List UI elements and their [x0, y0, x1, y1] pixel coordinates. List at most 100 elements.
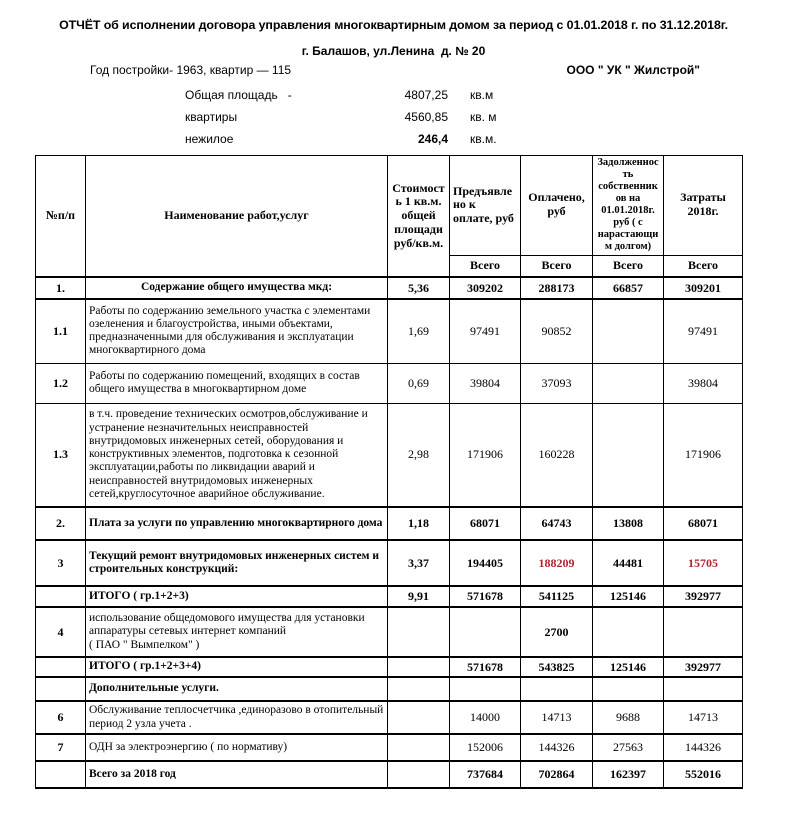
- area-unit: кв.м: [470, 88, 494, 102]
- col-header-paid: Оплачено, руб: [520, 155, 593, 256]
- row-number-cell: [35, 585, 86, 608]
- subheader-total-paid: Всего: [520, 254, 593, 278]
- row-cost-cell: [387, 700, 450, 735]
- row-name-cell: ОДН за электроэнергию ( по нормативу): [85, 733, 388, 762]
- col-header-num: №п/п: [35, 155, 86, 278]
- report-address: г. Балашов, ул.Ленина д. № 20: [301, 44, 486, 58]
- company-name: ООО " УК " Жилстрой": [566, 63, 700, 77]
- row-number-cell: [35, 760, 86, 789]
- row-name-cell: в т.ч. проведение технических осмотров,о…: [85, 402, 388, 508]
- row-spent-cell: 14713: [663, 700, 743, 735]
- report-title: ОТЧЁТ об исполнении договора управления …: [59, 18, 728, 32]
- subheader-total-spent: Всего: [663, 254, 743, 278]
- row-name-cell: Работы по содержанию земельного участка …: [85, 298, 388, 364]
- area-unit: кв.м.: [470, 132, 497, 146]
- subheader-total-debt: Всего: [592, 254, 664, 278]
- row-spent-cell: 171906: [663, 402, 743, 508]
- row-debt-cell: 27563: [592, 733, 664, 762]
- row-debt-cell: 66857: [592, 276, 664, 300]
- row-number-cell: 1.: [35, 276, 86, 300]
- row-cost-cell: [387, 656, 450, 678]
- table-row: 6 Обслуживание теплосчетчика ,единоразов…: [35, 700, 743, 735]
- row-spent-cell: 39804: [663, 362, 743, 404]
- row-paid-cell: 543825: [520, 656, 593, 678]
- row-paid-cell: 14713: [520, 700, 593, 735]
- row-billed-cell: 68071: [449, 506, 521, 541]
- row-name-cell: Дополнительные услуги.: [85, 676, 388, 702]
- row-paid-cell: 188209: [520, 539, 593, 587]
- row-number-cell: [35, 656, 86, 678]
- area-row-total: Общая площадь - 4807,25 кв.м: [0, 84, 787, 106]
- row-cost-cell: 1,69: [387, 298, 450, 364]
- row-billed-cell: 39804: [449, 362, 521, 404]
- row-debt-cell: 125146: [592, 656, 664, 678]
- row-spent-cell: 309201: [663, 276, 743, 300]
- area-label: нежилое: [185, 132, 234, 146]
- row-name-cell: ИТОГО ( гр.1+2+3): [85, 585, 388, 608]
- row-cost-cell: 5,36: [387, 276, 450, 300]
- row-debt-cell: [592, 606, 664, 658]
- table-row: 7 ОДН за электроэнергию ( по нормативу) …: [35, 733, 743, 762]
- row-name-cell: Обслуживание теплосчетчика ,единоразово …: [85, 700, 388, 735]
- row-billed-cell: 14000: [449, 700, 521, 735]
- row-cost-cell: 1,18: [387, 506, 450, 541]
- report-header: ОТЧЁТ об исполнении договора управления …: [0, 0, 787, 150]
- row-debt-cell: 44481: [592, 539, 664, 587]
- row-spent-cell: 552016: [663, 760, 743, 789]
- area-value: 4560,85: [404, 110, 448, 124]
- row-paid-cell: 288173: [520, 276, 593, 300]
- row-paid-cell: 64743: [520, 506, 593, 541]
- col-header-cost: Стоимость 1 кв.м. общей площади руб/кв.м…: [387, 155, 450, 278]
- area-value: 4807,25: [404, 88, 448, 102]
- table-row: 1. Содержание общего имущества мкд: 5,36…: [35, 276, 743, 300]
- row-name-cell: Всего за 2018 год: [85, 760, 388, 789]
- row-debt-cell: 13808: [592, 506, 664, 541]
- col-header-debt: Задолженность собственников на 01.01.201…: [592, 155, 664, 256]
- row-cost-cell: [387, 733, 450, 762]
- row-paid-cell: [520, 676, 593, 702]
- row-debt-cell: 9688: [592, 700, 664, 735]
- row-paid-cell: 37093: [520, 362, 593, 404]
- row-number-cell: 4: [35, 606, 86, 658]
- table-body: 1. Содержание общего имущества мкд: 5,36…: [35, 276, 743, 789]
- row-paid-cell: 541125: [520, 585, 593, 608]
- row-paid-cell: 160228: [520, 402, 593, 508]
- row-billed-cell: 194405: [449, 539, 521, 587]
- row-number-cell: 3: [35, 539, 86, 587]
- header-row-main: №п/п Наименование работ,услуг Стоимость …: [35, 155, 743, 278]
- row-spent-cell: [663, 676, 743, 702]
- row-paid-cell: 90852: [520, 298, 593, 364]
- row-cost-cell: [387, 676, 450, 702]
- row-cost-cell: [387, 760, 450, 789]
- table-row: ИТОГО ( гр.1+2+3+4) 571678 543825 125146…: [35, 656, 743, 678]
- row-billed-cell: 152006: [449, 733, 521, 762]
- row-paid-cell: 144326: [520, 733, 593, 762]
- row-number-cell: 1.3: [35, 402, 86, 508]
- table-row: 1.3 в т.ч. проведение технических осмотр…: [35, 402, 743, 508]
- row-cost-cell: 0,69: [387, 362, 450, 404]
- table-row: ИТОГО ( гр.1+2+3) 9,91 571678 541125 125…: [35, 585, 743, 608]
- row-number-cell: 6: [35, 700, 86, 735]
- row-number-cell: 7: [35, 733, 86, 762]
- area-row-flats: квартиры 4560,85 кв. м: [0, 106, 787, 128]
- row-billed-cell: 737684: [449, 760, 521, 789]
- table-row: 1.2 Работы по содержанию помещений, вход…: [35, 362, 743, 404]
- row-paid-cell: 2700: [520, 606, 593, 658]
- area-label: Общая площадь -: [185, 88, 292, 102]
- row-name-cell: ИТОГО ( гр.1+2+3+4): [85, 656, 388, 678]
- row-name-cell: использование общедомового имущества для…: [85, 606, 388, 658]
- row-cost-cell: 2,98: [387, 402, 450, 508]
- row-cost-cell: [387, 606, 450, 658]
- row-spent-cell: 144326: [663, 733, 743, 762]
- row-debt-cell: 125146: [592, 585, 664, 608]
- row-name-cell: Текущий ремонт внутридомовых инженерных …: [85, 539, 388, 587]
- row-cost-cell: 9,91: [387, 585, 450, 608]
- row-debt-cell: [592, 298, 664, 364]
- row-cost-cell: 3,37: [387, 539, 450, 587]
- row-billed-cell: 571678: [449, 656, 521, 678]
- row-spent-cell: 97491: [663, 298, 743, 364]
- row-billed-cell: [449, 676, 521, 702]
- row-debt-cell: [592, 362, 664, 404]
- table-row: 3 Текущий ремонт внутридомовых инженерны…: [35, 539, 743, 587]
